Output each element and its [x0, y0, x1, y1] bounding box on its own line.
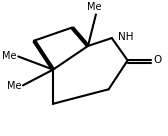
Text: Me: Me	[2, 51, 17, 61]
Text: O: O	[154, 55, 162, 65]
Text: NH: NH	[118, 32, 134, 42]
Text: Me: Me	[7, 81, 21, 91]
Text: Me: Me	[87, 2, 102, 12]
